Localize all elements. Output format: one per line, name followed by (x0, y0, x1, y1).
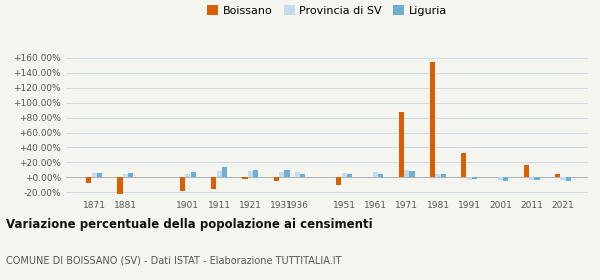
Bar (529, 177, 535, 179)
Bar (295, 172, 300, 177)
Bar (118, 177, 122, 194)
Bar (555, 174, 560, 177)
Bar (535, 177, 539, 180)
Bar (86, 177, 91, 183)
Bar (180, 177, 185, 191)
Bar (524, 165, 529, 177)
Bar (409, 171, 415, 177)
Bar (185, 174, 190, 177)
Bar (222, 167, 227, 177)
Bar (97, 173, 102, 177)
Bar (399, 112, 404, 177)
Bar (373, 172, 378, 177)
Bar (472, 177, 477, 179)
Bar (436, 174, 440, 177)
Bar (347, 174, 352, 177)
Bar (498, 177, 503, 180)
Bar (274, 177, 279, 181)
Bar (211, 177, 217, 188)
Bar (284, 170, 290, 177)
Text: Variazione percentuale della popolazione ai censimenti: Variazione percentuale della popolazione… (6, 218, 373, 231)
Bar (404, 170, 409, 177)
Bar (467, 177, 472, 179)
Bar (128, 173, 133, 177)
Bar (191, 172, 196, 177)
Bar (123, 174, 128, 177)
Text: COMUNE DI BOISSANO (SV) - Dati ISTAT - Elaborazione TUTTITALIA.IT: COMUNE DI BOISSANO (SV) - Dati ISTAT - E… (6, 255, 341, 265)
Bar (566, 177, 571, 181)
Bar (461, 153, 466, 177)
Bar (248, 171, 253, 177)
Bar (217, 171, 222, 177)
Bar (92, 173, 97, 177)
Bar (430, 62, 435, 177)
Bar (242, 177, 248, 179)
Bar (378, 174, 383, 177)
Bar (300, 174, 305, 177)
Bar (503, 177, 508, 181)
Bar (341, 173, 347, 177)
Bar (279, 172, 284, 177)
Legend: Boissano, Provincia di SV, Liguria: Boissano, Provincia di SV, Liguria (203, 1, 451, 20)
Bar (253, 170, 259, 177)
Bar (441, 174, 446, 177)
Bar (560, 177, 566, 180)
Bar (336, 177, 341, 185)
